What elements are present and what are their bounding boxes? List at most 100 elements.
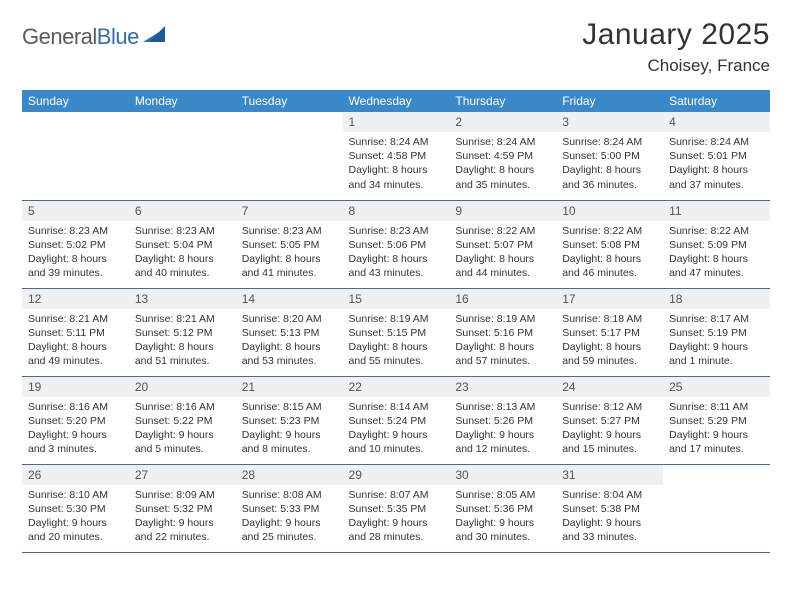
calendar-body: 1Sunrise: 8:24 AMSunset: 4:58 PMDaylight… (22, 112, 770, 552)
calendar-day-cell: 23Sunrise: 8:13 AMSunset: 5:26 PMDayligh… (449, 376, 556, 464)
day-details: Sunrise: 8:22 AMSunset: 5:08 PMDaylight:… (556, 221, 663, 286)
calendar-day-cell: 7Sunrise: 8:23 AMSunset: 5:05 PMDaylight… (236, 200, 343, 288)
calendar-week-row: 5Sunrise: 8:23 AMSunset: 5:02 PMDaylight… (22, 200, 770, 288)
calendar-day-cell: 22Sunrise: 8:14 AMSunset: 5:24 PMDayligh… (343, 376, 450, 464)
day-number: 18 (663, 289, 770, 309)
day-details: Sunrise: 8:05 AMSunset: 5:36 PMDaylight:… (449, 485, 556, 550)
day-number: 23 (449, 377, 556, 397)
day-details: Sunrise: 8:21 AMSunset: 5:11 PMDaylight:… (22, 309, 129, 374)
day-header: Saturday (663, 90, 770, 112)
day-number: 22 (343, 377, 450, 397)
day-number: 21 (236, 377, 343, 397)
calendar-empty-cell (22, 112, 129, 200)
day-details: Sunrise: 8:09 AMSunset: 5:32 PMDaylight:… (129, 485, 236, 550)
day-details: Sunrise: 8:07 AMSunset: 5:35 PMDaylight:… (343, 485, 450, 550)
day-details: Sunrise: 8:04 AMSunset: 5:38 PMDaylight:… (556, 485, 663, 550)
day-details: Sunrise: 8:13 AMSunset: 5:26 PMDaylight:… (449, 397, 556, 462)
calendar-day-cell: 28Sunrise: 8:08 AMSunset: 5:33 PMDayligh… (236, 464, 343, 552)
page-title: January 2025 (582, 18, 770, 52)
day-header: Thursday (449, 90, 556, 112)
calendar-day-cell: 8Sunrise: 8:23 AMSunset: 5:06 PMDaylight… (343, 200, 450, 288)
day-details: Sunrise: 8:23 AMSunset: 5:02 PMDaylight:… (22, 221, 129, 286)
calendar-empty-cell (663, 464, 770, 552)
calendar-day-cell: 10Sunrise: 8:22 AMSunset: 5:08 PMDayligh… (556, 200, 663, 288)
day-header: Friday (556, 90, 663, 112)
day-number: 7 (236, 201, 343, 221)
calendar-day-cell: 20Sunrise: 8:16 AMSunset: 5:22 PMDayligh… (129, 376, 236, 464)
calendar-week-row: 26Sunrise: 8:10 AMSunset: 5:30 PMDayligh… (22, 464, 770, 552)
day-number: 6 (129, 201, 236, 221)
calendar-day-cell: 27Sunrise: 8:09 AMSunset: 5:32 PMDayligh… (129, 464, 236, 552)
day-number: 29 (343, 465, 450, 485)
day-number: 20 (129, 377, 236, 397)
day-details: Sunrise: 8:23 AMSunset: 5:04 PMDaylight:… (129, 221, 236, 286)
brand-name-b: Blue (97, 24, 139, 49)
day-number: 17 (556, 289, 663, 309)
calendar-day-cell: 4Sunrise: 8:24 AMSunset: 5:01 PMDaylight… (663, 112, 770, 200)
header: GeneralBlue January 2025 Choisey, France (22, 18, 770, 76)
calendar-day-cell: 15Sunrise: 8:19 AMSunset: 5:15 PMDayligh… (343, 288, 450, 376)
day-details: Sunrise: 8:12 AMSunset: 5:27 PMDaylight:… (556, 397, 663, 462)
day-number: 30 (449, 465, 556, 485)
day-details: Sunrise: 8:24 AMSunset: 5:01 PMDaylight:… (663, 132, 770, 197)
calendar-day-cell: 26Sunrise: 8:10 AMSunset: 5:30 PMDayligh… (22, 464, 129, 552)
brand-mark-icon (143, 26, 165, 49)
day-number: 16 (449, 289, 556, 309)
day-number: 8 (343, 201, 450, 221)
day-number: 1 (343, 112, 450, 132)
brand-name: GeneralBlue (22, 24, 139, 50)
calendar-day-cell: 24Sunrise: 8:12 AMSunset: 5:27 PMDayligh… (556, 376, 663, 464)
day-header: Tuesday (236, 90, 343, 112)
day-header: Sunday (22, 90, 129, 112)
calendar-day-cell: 6Sunrise: 8:23 AMSunset: 5:04 PMDaylight… (129, 200, 236, 288)
day-number: 4 (663, 112, 770, 132)
day-details: Sunrise: 8:18 AMSunset: 5:17 PMDaylight:… (556, 309, 663, 374)
calendar-day-cell: 16Sunrise: 8:19 AMSunset: 5:16 PMDayligh… (449, 288, 556, 376)
calendar-day-cell: 19Sunrise: 8:16 AMSunset: 5:20 PMDayligh… (22, 376, 129, 464)
calendar-empty-cell (129, 112, 236, 200)
calendar-day-cell: 2Sunrise: 8:24 AMSunset: 4:59 PMDaylight… (449, 112, 556, 200)
day-details: Sunrise: 8:22 AMSunset: 5:09 PMDaylight:… (663, 221, 770, 286)
calendar-week-row: 1Sunrise: 8:24 AMSunset: 4:58 PMDaylight… (22, 112, 770, 200)
day-number: 14 (236, 289, 343, 309)
calendar-day-cell: 14Sunrise: 8:20 AMSunset: 5:13 PMDayligh… (236, 288, 343, 376)
day-details: Sunrise: 8:16 AMSunset: 5:20 PMDaylight:… (22, 397, 129, 462)
calendar-day-cell: 5Sunrise: 8:23 AMSunset: 5:02 PMDaylight… (22, 200, 129, 288)
day-details: Sunrise: 8:24 AMSunset: 4:58 PMDaylight:… (343, 132, 450, 197)
day-number: 28 (236, 465, 343, 485)
calendar-day-cell: 9Sunrise: 8:22 AMSunset: 5:07 PMDaylight… (449, 200, 556, 288)
day-details: Sunrise: 8:20 AMSunset: 5:13 PMDaylight:… (236, 309, 343, 374)
day-details: Sunrise: 8:17 AMSunset: 5:19 PMDaylight:… (663, 309, 770, 374)
calendar-week-row: 19Sunrise: 8:16 AMSunset: 5:20 PMDayligh… (22, 376, 770, 464)
calendar-table: SundayMondayTuesdayWednesdayThursdayFrid… (22, 90, 770, 553)
day-number: 19 (22, 377, 129, 397)
calendar-day-cell: 13Sunrise: 8:21 AMSunset: 5:12 PMDayligh… (129, 288, 236, 376)
day-details: Sunrise: 8:15 AMSunset: 5:23 PMDaylight:… (236, 397, 343, 462)
day-header: Wednesday (343, 90, 450, 112)
day-number: 5 (22, 201, 129, 221)
calendar-day-cell: 11Sunrise: 8:22 AMSunset: 5:09 PMDayligh… (663, 200, 770, 288)
day-number: 25 (663, 377, 770, 397)
day-details: Sunrise: 8:23 AMSunset: 5:06 PMDaylight:… (343, 221, 450, 286)
day-number: 12 (22, 289, 129, 309)
day-number: 27 (129, 465, 236, 485)
day-details: Sunrise: 8:08 AMSunset: 5:33 PMDaylight:… (236, 485, 343, 550)
day-details: Sunrise: 8:10 AMSunset: 5:30 PMDaylight:… (22, 485, 129, 550)
day-number: 31 (556, 465, 663, 485)
day-details: Sunrise: 8:24 AMSunset: 5:00 PMDaylight:… (556, 132, 663, 197)
day-details: Sunrise: 8:19 AMSunset: 5:16 PMDaylight:… (449, 309, 556, 374)
day-number: 3 (556, 112, 663, 132)
calendar-day-cell: 3Sunrise: 8:24 AMSunset: 5:00 PMDaylight… (556, 112, 663, 200)
day-header: Monday (129, 90, 236, 112)
calendar-day-cell: 18Sunrise: 8:17 AMSunset: 5:19 PMDayligh… (663, 288, 770, 376)
day-details: Sunrise: 8:11 AMSunset: 5:29 PMDaylight:… (663, 397, 770, 462)
day-number: 13 (129, 289, 236, 309)
calendar-day-cell: 17Sunrise: 8:18 AMSunset: 5:17 PMDayligh… (556, 288, 663, 376)
brand-logo: GeneralBlue (22, 18, 165, 50)
brand-name-a: General (22, 24, 97, 49)
day-number: 9 (449, 201, 556, 221)
day-number: 2 (449, 112, 556, 132)
calendar-day-cell: 30Sunrise: 8:05 AMSunset: 5:36 PMDayligh… (449, 464, 556, 552)
day-number: 15 (343, 289, 450, 309)
day-number: 26 (22, 465, 129, 485)
